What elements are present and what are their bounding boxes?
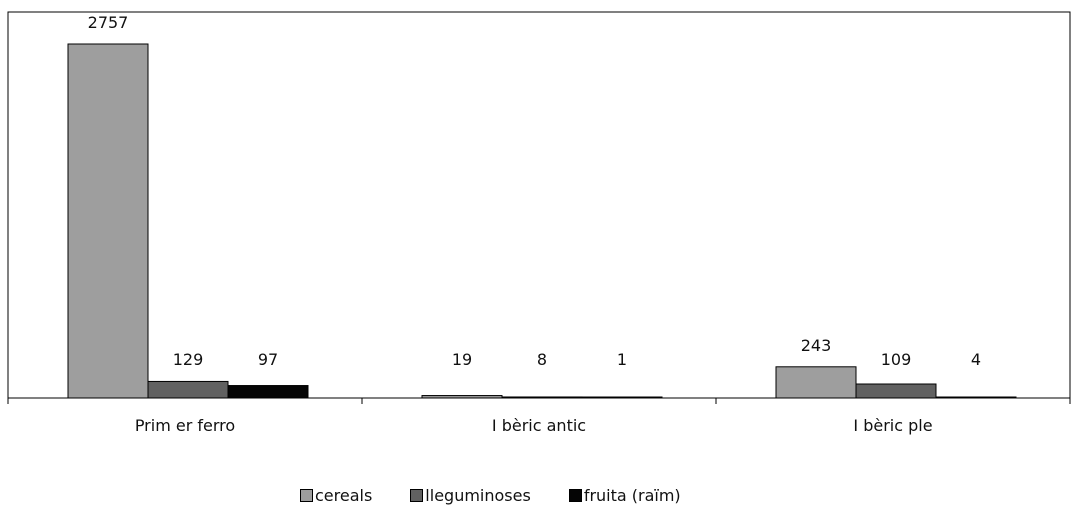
legend-swatch-fruita (568, 489, 582, 502)
legend-item-lleguminoses: lleguminoses (410, 486, 531, 505)
category-label: I bèric ple (853, 416, 932, 435)
category-label: I bèric antic (492, 416, 586, 435)
value-label: 243 (801, 336, 832, 355)
value-label: 4 (971, 350, 981, 369)
value-label: 2757 (88, 13, 129, 32)
bar-lleguminoses-0 (147, 380, 229, 399)
value-label: 1 (617, 350, 627, 369)
legend-item-fruita: fruita (raïm) (568, 486, 681, 505)
value-label: 97 (258, 350, 278, 369)
legend-label-cereals: cereals (315, 486, 373, 505)
value-labels-group: 2757 129 97 19 8 1 243 109 4 (88, 13, 981, 369)
plot-area (7, 11, 1071, 399)
value-label: 129 (173, 350, 204, 369)
bar-cereals-0 (67, 43, 149, 399)
x-axis-ticks (7, 398, 1071, 404)
category-labels-group: Prim er ferro I bèric antic I bèric ple (135, 416, 933, 435)
value-label: 19 (452, 350, 472, 369)
legend-item-cereals: cereals (300, 486, 372, 505)
legend: cereals lleguminoses fruita (raïm) (300, 486, 681, 505)
legend-label-fruita: fruita (raïm) (583, 486, 681, 505)
bar-cereals-2 (775, 366, 857, 399)
legend-swatch-lleguminoses (410, 489, 424, 502)
value-label: 109 (881, 350, 912, 369)
bar-lleguminoses-2 (855, 383, 937, 399)
legend-swatch-cereals (300, 489, 313, 502)
category-label: Prim er ferro (135, 416, 235, 435)
bar-chart: 2757 129 97 19 8 1 243 109 4 Prim er ferro I bèri… (7, 11, 1071, 435)
value-label: 8 (537, 350, 547, 369)
legend-label-lleguminoses: lleguminoses (425, 486, 531, 505)
bar-fruita-0 (227, 385, 309, 399)
